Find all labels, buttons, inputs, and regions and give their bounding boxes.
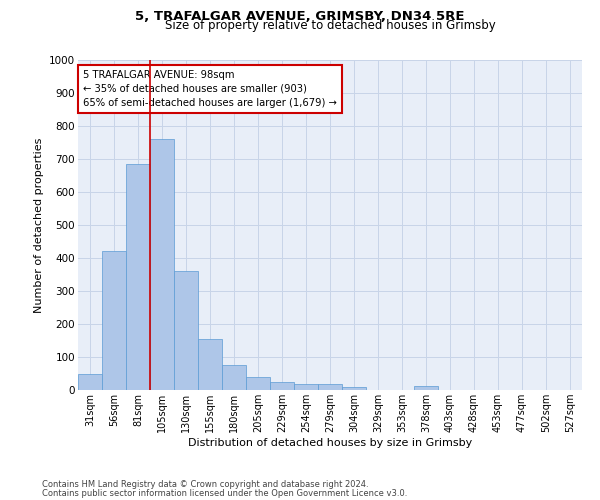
Bar bbox=[414, 386, 438, 390]
Bar bbox=[294, 384, 318, 390]
Text: Contains HM Land Registry data © Crown copyright and database right 2024.: Contains HM Land Registry data © Crown c… bbox=[42, 480, 368, 489]
Bar bbox=[150, 139, 174, 390]
Bar bbox=[198, 339, 222, 390]
Bar bbox=[174, 271, 198, 390]
Bar bbox=[342, 386, 366, 390]
Text: 5, TRAFALGAR AVENUE, GRIMSBY, DN34 5RE: 5, TRAFALGAR AVENUE, GRIMSBY, DN34 5RE bbox=[135, 10, 465, 23]
Y-axis label: Number of detached properties: Number of detached properties bbox=[34, 138, 44, 312]
Text: Contains public sector information licensed under the Open Government Licence v3: Contains public sector information licen… bbox=[42, 489, 407, 498]
Bar bbox=[78, 374, 102, 390]
Bar bbox=[126, 164, 150, 390]
Title: Size of property relative to detached houses in Grimsby: Size of property relative to detached ho… bbox=[164, 20, 496, 32]
Bar bbox=[246, 377, 270, 390]
Bar bbox=[222, 365, 246, 390]
Bar bbox=[318, 384, 342, 390]
Bar bbox=[270, 382, 294, 390]
Text: 5 TRAFALGAR AVENUE: 98sqm
← 35% of detached houses are smaller (903)
65% of semi: 5 TRAFALGAR AVENUE: 98sqm ← 35% of detac… bbox=[83, 70, 337, 108]
X-axis label: Distribution of detached houses by size in Grimsby: Distribution of detached houses by size … bbox=[188, 438, 472, 448]
Bar bbox=[102, 252, 126, 390]
